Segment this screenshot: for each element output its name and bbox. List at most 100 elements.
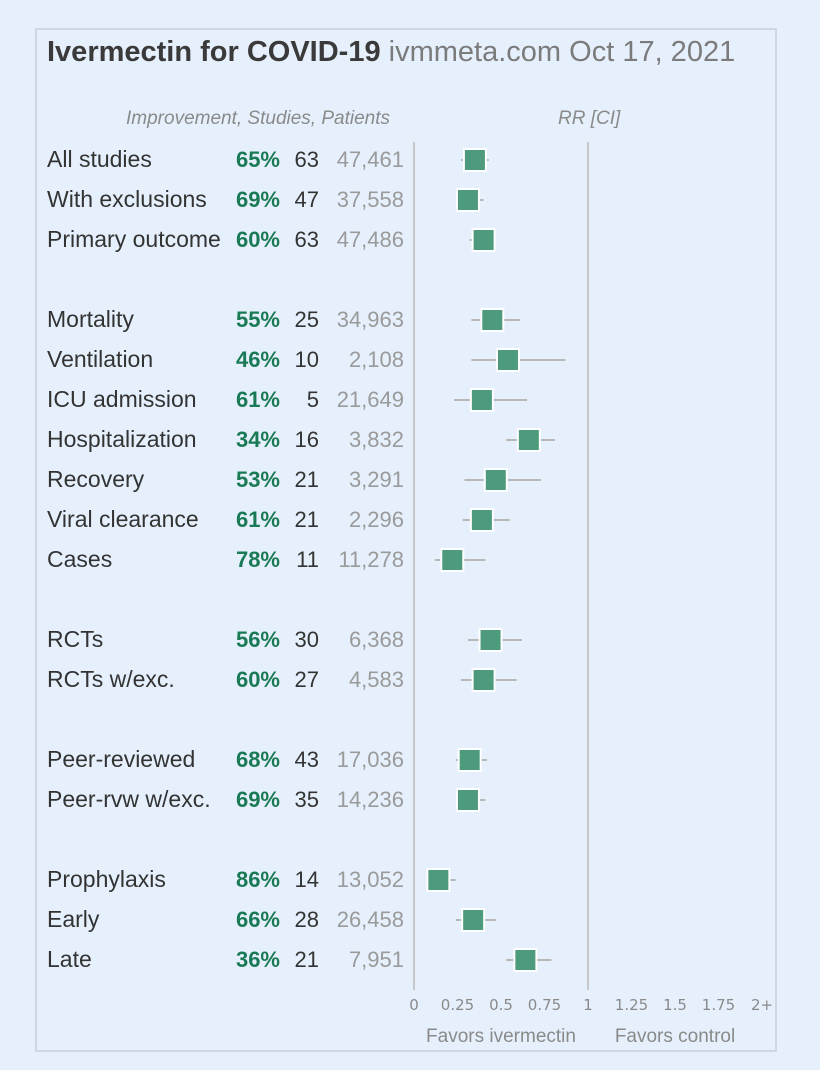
rr-marker xyxy=(462,148,487,172)
row-studies: 21 xyxy=(295,947,319,972)
row-studies: 11 xyxy=(296,547,319,572)
row-patients: 47,486 xyxy=(337,227,404,252)
row-studies: 21 xyxy=(295,507,319,532)
row-studies: 30 xyxy=(295,627,319,652)
row-label: RCTs xyxy=(47,626,103,652)
row-patients: 26,458 xyxy=(337,907,404,932)
x-tick-label: 1.5 xyxy=(663,996,687,1014)
row-improvement: 78% xyxy=(236,547,280,572)
rr-marker xyxy=(469,388,494,412)
row-studies: 21 xyxy=(295,467,319,492)
row-patients: 21,649 xyxy=(337,387,404,412)
rr-marker xyxy=(495,348,520,372)
row-patients: 3,291 xyxy=(349,467,404,492)
x-tick-label: 0.5 xyxy=(489,996,513,1014)
row-label: RCTs w/exc. xyxy=(47,666,175,692)
x-tick-label: 1 xyxy=(583,996,593,1014)
row-patients: 17,036 xyxy=(337,747,404,772)
row-patients: 14,236 xyxy=(337,787,404,812)
row-improvement: 61% xyxy=(236,507,280,532)
title-sub: ivmmeta.com Oct 17, 2021 xyxy=(388,36,736,68)
row-improvement: 61% xyxy=(236,387,280,412)
row-label: With exclusions xyxy=(47,186,207,212)
row-improvement: 55% xyxy=(236,307,280,332)
rr-marker xyxy=(457,748,482,772)
row-label: Cases xyxy=(47,546,112,572)
rr-marker xyxy=(469,508,494,532)
rr-marker xyxy=(513,948,538,972)
row-improvement: 69% xyxy=(236,187,280,212)
row-improvement: 36% xyxy=(236,947,280,972)
row-patients: 37,558 xyxy=(337,187,404,212)
row-improvement: 53% xyxy=(236,467,280,492)
row-label: Prophylaxis xyxy=(47,866,166,892)
row-studies: 27 xyxy=(295,667,319,692)
row-patients: 3,832 xyxy=(349,427,404,452)
row-improvement: 65% xyxy=(236,147,280,172)
row-studies: 14 xyxy=(295,867,319,892)
row-studies: 43 xyxy=(295,747,319,772)
x-label-favors-ivermectin: Favors ivermectin xyxy=(426,1026,576,1047)
row-label: Early xyxy=(47,906,100,932)
rr-marker xyxy=(461,908,486,932)
row-studies: 5 xyxy=(307,387,319,412)
chart-panel xyxy=(35,28,777,1052)
row-label: Late xyxy=(47,946,92,972)
x-label-favors-control: Favors control xyxy=(615,1026,735,1047)
row-improvement: 66% xyxy=(236,907,280,932)
row-label: Mortality xyxy=(47,306,134,332)
rr-marker xyxy=(426,868,451,892)
row-patients: 2,108 xyxy=(349,347,404,372)
row-improvement: 69% xyxy=(236,787,280,812)
row-studies: 63 xyxy=(295,227,319,252)
row-label: Primary outcome xyxy=(47,226,221,252)
row-improvement: 68% xyxy=(236,747,280,772)
rr-marker xyxy=(516,428,541,452)
x-tick-label: 1.25 xyxy=(615,996,648,1014)
rr-marker xyxy=(455,788,480,812)
row-studies: 25 xyxy=(295,307,319,332)
x-tick-label: 0.75 xyxy=(528,996,561,1014)
row-patients: 2,296 xyxy=(349,507,404,532)
row-improvement: 60% xyxy=(236,667,280,692)
row-patients: 6,368 xyxy=(349,627,404,652)
chart-title: Ivermectin for COVID-19 ivmmeta.com Oct … xyxy=(47,36,735,69)
row-patients: 34,963 xyxy=(337,307,404,332)
row-patients: 7,951 xyxy=(349,947,404,972)
row-studies: 28 xyxy=(295,907,319,932)
row-label: Hospitalization xyxy=(47,426,197,452)
row-studies: 35 xyxy=(295,787,319,812)
title-main: Ivermectin for COVID-19 xyxy=(47,36,381,68)
row-label: All studies xyxy=(47,146,152,172)
row-patients: 11,278 xyxy=(338,547,404,572)
row-improvement: 60% xyxy=(236,227,280,252)
rr-marker xyxy=(478,628,503,652)
row-studies: 63 xyxy=(295,147,319,172)
x-tick-label: 2+ xyxy=(751,996,773,1014)
row-label: Ventilation xyxy=(47,346,153,372)
row-patients: 47,461 xyxy=(337,147,404,172)
row-improvement: 46% xyxy=(236,347,280,372)
row-studies: 16 xyxy=(295,427,319,452)
row-label: Peer-rvw w/exc. xyxy=(47,786,211,812)
row-patients: 4,583 xyxy=(349,667,404,692)
rr-marker xyxy=(471,668,496,692)
row-improvement: 56% xyxy=(236,627,280,652)
row-label: ICU admission xyxy=(47,386,197,412)
row-patients: 13,052 xyxy=(337,867,404,892)
rr-marker xyxy=(440,548,465,572)
rr-marker xyxy=(471,228,496,252)
row-studies: 10 xyxy=(295,347,319,372)
row-label: Peer-reviewed xyxy=(47,746,195,772)
row-improvement: 86% xyxy=(236,867,280,892)
row-label: Recovery xyxy=(47,466,145,492)
rr-marker xyxy=(483,468,508,492)
x-tick-label: 0.25 xyxy=(441,996,474,1014)
rr-marker xyxy=(480,308,505,332)
row-studies: 47 xyxy=(295,187,319,212)
header-improvement-studies-patients: Improvement, Studies, Patients xyxy=(126,108,391,129)
x-tick-label: 0 xyxy=(409,996,419,1014)
header-rr-ci: RR [CI] xyxy=(558,108,621,129)
row-label: Viral clearance xyxy=(47,506,199,532)
